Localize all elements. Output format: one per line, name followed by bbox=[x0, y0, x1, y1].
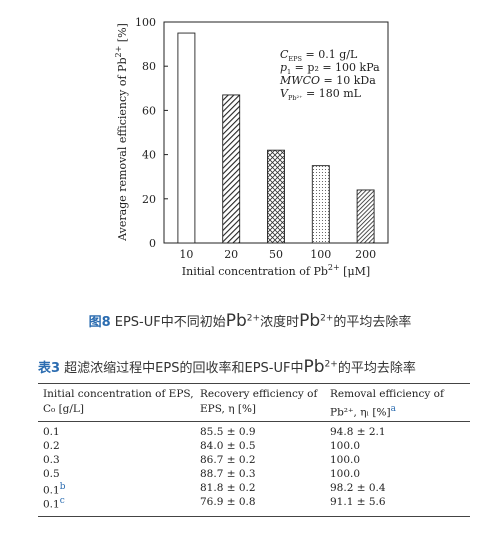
figure-caption: 图8 EPS-UF中不同初始Pb2+浓度时Pb2+的平均去除率 bbox=[88, 311, 412, 331]
x-axis-label: Initial concentration of Pb2+ [μM] bbox=[182, 263, 370, 278]
bar-chart: 0 20 40 60 80 100 10 20 50 100 200 CEPS = 0.1 g/L… bbox=[114, 16, 389, 278]
figure-number: 图8 bbox=[88, 315, 111, 330]
bar-10 bbox=[177, 32, 196, 244]
cell-recovery: 86.7 ± 0.2 bbox=[200, 454, 256, 466]
bar-200 bbox=[356, 189, 375, 244]
bar-100 bbox=[311, 165, 330, 244]
cell-removal: 94.8 ± 2.1 bbox=[330, 426, 386, 438]
x-tick-label: 200 bbox=[355, 248, 376, 261]
cell-removal: 91.1 ± 5.6 bbox=[330, 496, 386, 508]
table-header-rule bbox=[38, 421, 470, 422]
y-tick-label: 0 bbox=[149, 237, 156, 250]
bar-50 bbox=[267, 149, 285, 244]
y-tick-label: 80 bbox=[142, 60, 156, 73]
cell-recovery: 81.8 ± 0.2 bbox=[200, 482, 256, 494]
table-caption: 表3 超滤浓缩过程中EPS的回收率和EPS-UF中Pb2+的平均去除率 bbox=[38, 357, 416, 377]
cell-recovery: 84.0 ± 0.5 bbox=[200, 440, 256, 452]
header-removal: Removal efficiency of Pb²⁺, ηₗ [%]a bbox=[330, 388, 444, 419]
x-tick-label: 10 bbox=[179, 248, 193, 261]
cell-removal: 98.2 ± 0.4 bbox=[330, 482, 386, 494]
cell-c0: 0.1b bbox=[43, 482, 66, 497]
y-tick-label: 100 bbox=[135, 16, 156, 29]
cell-c0: 0.2 bbox=[43, 440, 60, 452]
x-tick-label: 100 bbox=[310, 248, 331, 261]
footnote-marker[interactable]: c bbox=[59, 496, 65, 506]
annotation-line: VPb²⁺ = 180 mL bbox=[280, 87, 362, 102]
y-axis-label: Average removal efficiency of Pb2+ [%] bbox=[114, 23, 129, 242]
table-bottom-rule bbox=[38, 516, 470, 517]
cell-c0: 0.1 bbox=[43, 426, 60, 438]
cell-recovery: 76.9 ± 0.8 bbox=[200, 496, 256, 508]
cell-recovery: 88.7 ± 0.3 bbox=[200, 468, 256, 480]
header-c0: Initial concentration of EPS, C₀ [g/L] bbox=[43, 388, 194, 415]
annotation-line: MWCO = 10 kDa bbox=[279, 74, 376, 87]
bar-20 bbox=[222, 94, 241, 244]
y-tick-label: 40 bbox=[142, 149, 156, 162]
cell-recovery: 85.5 ± 0.9 bbox=[200, 426, 256, 438]
cell-c0: 0.1c bbox=[43, 496, 65, 511]
x-tick-label: 20 bbox=[224, 248, 238, 261]
table-top-rule bbox=[38, 383, 470, 384]
cell-c0: 0.5 bbox=[43, 468, 60, 480]
table-number: 表3 bbox=[38, 361, 61, 376]
cell-removal: 100.0 bbox=[330, 440, 361, 452]
cell-removal: 100.0 bbox=[330, 468, 361, 480]
y-tick-label: 20 bbox=[142, 193, 156, 206]
cell-removal: 100.0 bbox=[330, 454, 361, 466]
header-recovery: Recovery efficiency of EPS, η [%] bbox=[200, 388, 318, 415]
annotation-line: p1 = p₂ = 100 kPa bbox=[280, 61, 380, 76]
footnote-marker[interactable]: b bbox=[59, 482, 66, 492]
y-tick-label: 60 bbox=[142, 104, 156, 117]
annotation-line: CEPS = 0.1 g/L bbox=[280, 48, 358, 63]
x-tick-label: 50 bbox=[269, 248, 283, 261]
cell-c0: 0.3 bbox=[43, 454, 60, 466]
